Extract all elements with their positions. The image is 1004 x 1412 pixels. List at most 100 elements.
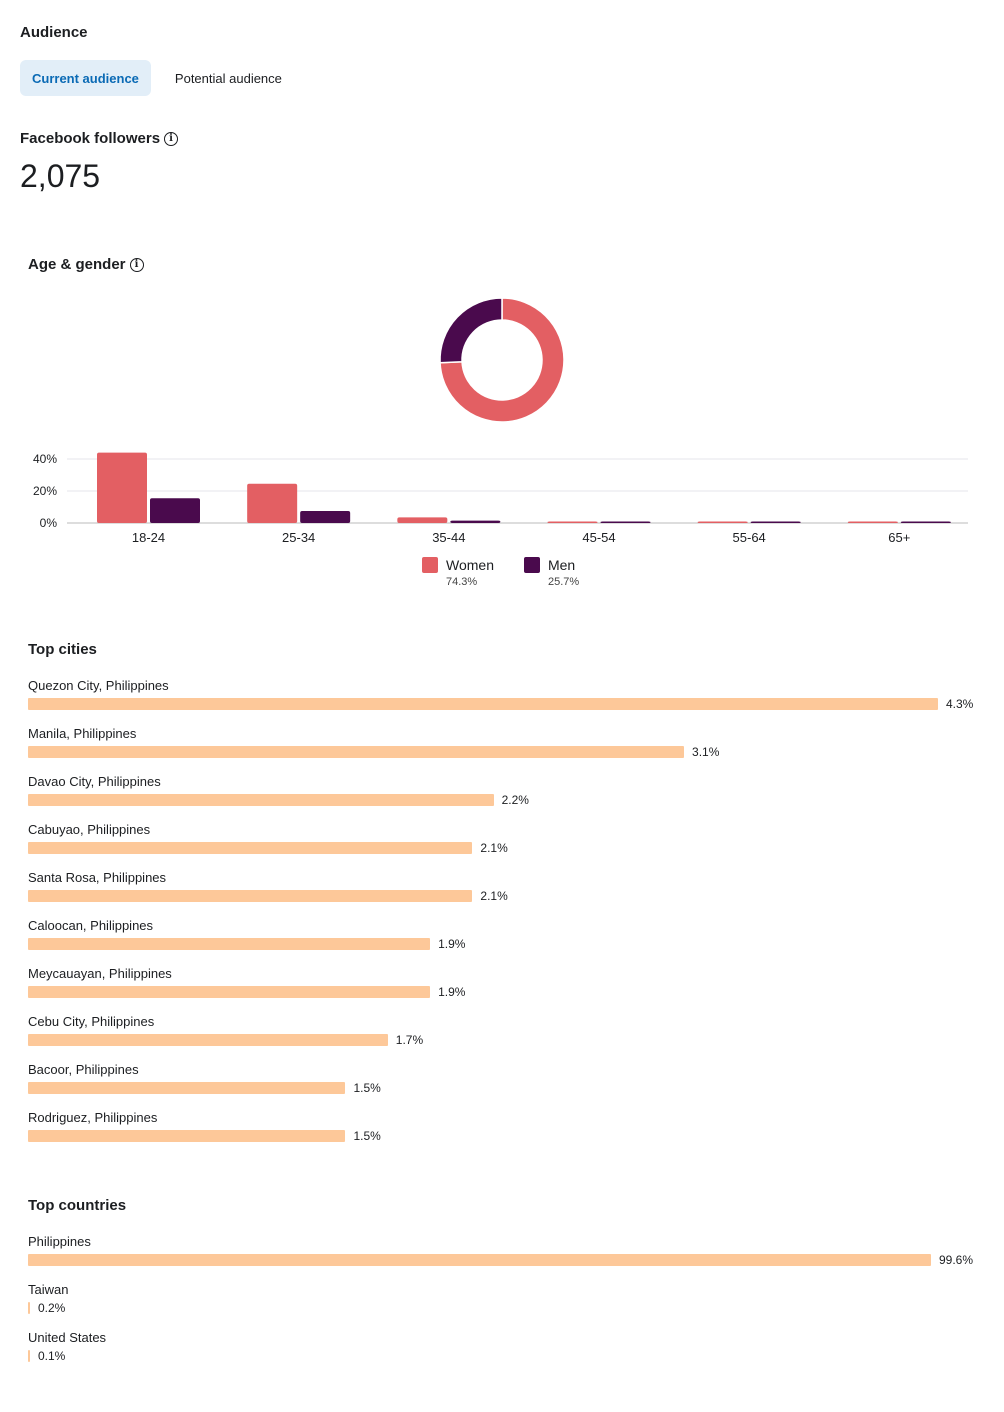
- city-bar-track: 4.3%: [28, 697, 974, 711]
- city-value: 3.1%: [692, 745, 720, 759]
- city-name: Meycauayan, Philippines: [28, 966, 172, 981]
- city-bar: [28, 1130, 346, 1142]
- chart-legend: Women 74.3% Men 25.7%: [422, 557, 609, 588]
- city-bar-track: 1.7%: [28, 1033, 424, 1047]
- country-bar-track: 0.1%: [28, 1349, 66, 1363]
- city-name: Bacoor, Philippines: [28, 1062, 139, 1077]
- x-tick-label: 25-34: [282, 530, 315, 545]
- city-row: Cabuyao, Philippines 2.1%: [28, 822, 988, 870]
- info-icon[interactable]: i: [164, 132, 179, 147]
- top-cities-list: Quezon City, Philippines 4.3% Manila, Phil…: [28, 678, 988, 1158]
- country-name: United States: [28, 1330, 107, 1345]
- city-bar: [28, 986, 431, 998]
- legend-label: Men: [547, 557, 576, 573]
- city-bar-track: 2.2%: [28, 793, 529, 807]
- country-bar-track: 99.6%: [28, 1253, 974, 1267]
- donut-slice-women: [439, 297, 565, 423]
- city-row: Santa Rosa, Philippines 2.1%: [28, 870, 988, 918]
- legend-label: Women: [446, 557, 494, 573]
- country-value: 0.1%: [38, 1349, 66, 1363]
- city-value: 1.9%: [438, 937, 466, 951]
- city-value: 2.2%: [501, 793, 529, 807]
- city-bar: [28, 698, 938, 710]
- bar-men-65+: [900, 521, 951, 523]
- bar-men-55-64: [750, 521, 801, 523]
- donut-slice-men: [439, 297, 503, 364]
- y-tick-label: 20%: [33, 484, 57, 498]
- bar-men-45-54: [600, 521, 651, 523]
- legend-item-women[interactable]: Women 74.3%: [422, 557, 494, 588]
- city-value: 1.7%: [395, 1033, 424, 1047]
- y-tick-label: 0%: [40, 516, 58, 530]
- city-bar-track: 2.1%: [28, 841, 508, 855]
- country-row: United States 0.1%: [28, 1330, 988, 1378]
- city-bar: [28, 1034, 388, 1046]
- city-row: Quezon City, Philippines 4.3%: [28, 678, 988, 726]
- women-swatch: [422, 557, 438, 573]
- bar-women-55-64: [697, 521, 748, 523]
- y-tick-label: 40%: [33, 452, 57, 466]
- country-row: Taiwan 0.2%: [28, 1282, 988, 1330]
- city-value: 4.3%: [946, 697, 974, 711]
- city-bar: [28, 1082, 346, 1094]
- bar-women-45-54: [547, 521, 598, 523]
- bar-women-25-34: [247, 483, 298, 523]
- followers-count: 2,075: [20, 158, 101, 194]
- bar-women-65+: [847, 521, 898, 523]
- country-bar: [28, 1350, 30, 1362]
- city-bar-track: 1.5%: [28, 1129, 381, 1143]
- country-row: Philippines 99.6%: [28, 1234, 988, 1282]
- country-bar-track: 0.2%: [28, 1301, 66, 1315]
- men-swatch: [523, 557, 540, 573]
- city-value: 2.1%: [480, 889, 508, 903]
- city-name: Davao City, Philippines: [28, 774, 161, 789]
- bar-men-18-24: [150, 498, 200, 523]
- x-tick-label: 45-54: [582, 530, 615, 545]
- city-name: Cebu City, Philippines: [28, 1014, 155, 1029]
- city-row: Meycauayan, Philippines 1.9%: [28, 966, 988, 1014]
- city-value: 1.9%: [438, 985, 466, 999]
- age-gender-heading: Age & gender i: [28, 256, 144, 273]
- country-value: 0.2%: [38, 1301, 66, 1315]
- city-row: Manila, Philippines 3.1%: [28, 726, 988, 774]
- page-title: Audience: [20, 24, 88, 41]
- city-bar-track: 1.9%: [28, 985, 466, 999]
- city-value: 1.5%: [353, 1081, 381, 1095]
- x-tick-label: 35-44: [432, 530, 465, 545]
- top-cities-title: Top cities: [28, 641, 97, 658]
- age-gender-chart: 0% 20% 40% 18-24 25-34 35-44 45-54 55-64 65+: [33, 297, 968, 545]
- tab-current-audience[interactable]: Current audience: [20, 60, 151, 96]
- legend-item-men[interactable]: Men 25.7%: [523, 557, 579, 588]
- city-name: Rodriguez, Philippines: [28, 1110, 158, 1125]
- country-bar: [28, 1302, 30, 1314]
- country-name: Taiwan: [28, 1282, 69, 1297]
- city-name: Cabuyao, Philippines: [28, 822, 151, 837]
- city-bar: [28, 746, 685, 758]
- bar-men-25-34: [300, 511, 351, 523]
- city-name: Quezon City, Philippines: [28, 678, 169, 693]
- city-bar-track: 1.5%: [28, 1081, 381, 1095]
- age-gender-title: Age & gender: [28, 256, 126, 273]
- bar-women-18-24: [97, 452, 147, 523]
- bar-women-35-44: [397, 517, 448, 523]
- city-row: Cebu City, Philippines 1.7%: [28, 1014, 988, 1062]
- country-name: Philippines: [28, 1234, 91, 1249]
- followers-label: Facebook followers: [20, 130, 161, 147]
- country-bar: [28, 1254, 931, 1266]
- city-bar: [28, 794, 494, 806]
- top-countries-list: Philippines 99.6% Taiwan 0.2% United States 0…: [28, 1234, 988, 1378]
- info-icon[interactable]: i: [129, 258, 144, 273]
- city-row: Rodriguez, Philippines 1.5%: [28, 1110, 988, 1158]
- city-bar-track: 3.1%: [28, 745, 720, 759]
- city-bar: [28, 890, 473, 902]
- city-bar-track: 2.1%: [28, 889, 508, 903]
- city-value: 2.1%: [480, 841, 508, 855]
- legend-percent: 74.3%: [446, 576, 478, 588]
- tab-potential-audience[interactable]: Potential audience: [174, 70, 282, 86]
- city-row: Caloocan, Philippines 1.9%: [28, 918, 988, 966]
- city-row: Bacoor, Philippines 1.5%: [28, 1062, 988, 1110]
- x-tick-label: 65+: [888, 530, 910, 545]
- city-bar: [28, 938, 431, 950]
- country-value: 99.6%: [939, 1253, 974, 1267]
- city-name: Santa Rosa, Philippines: [28, 870, 167, 885]
